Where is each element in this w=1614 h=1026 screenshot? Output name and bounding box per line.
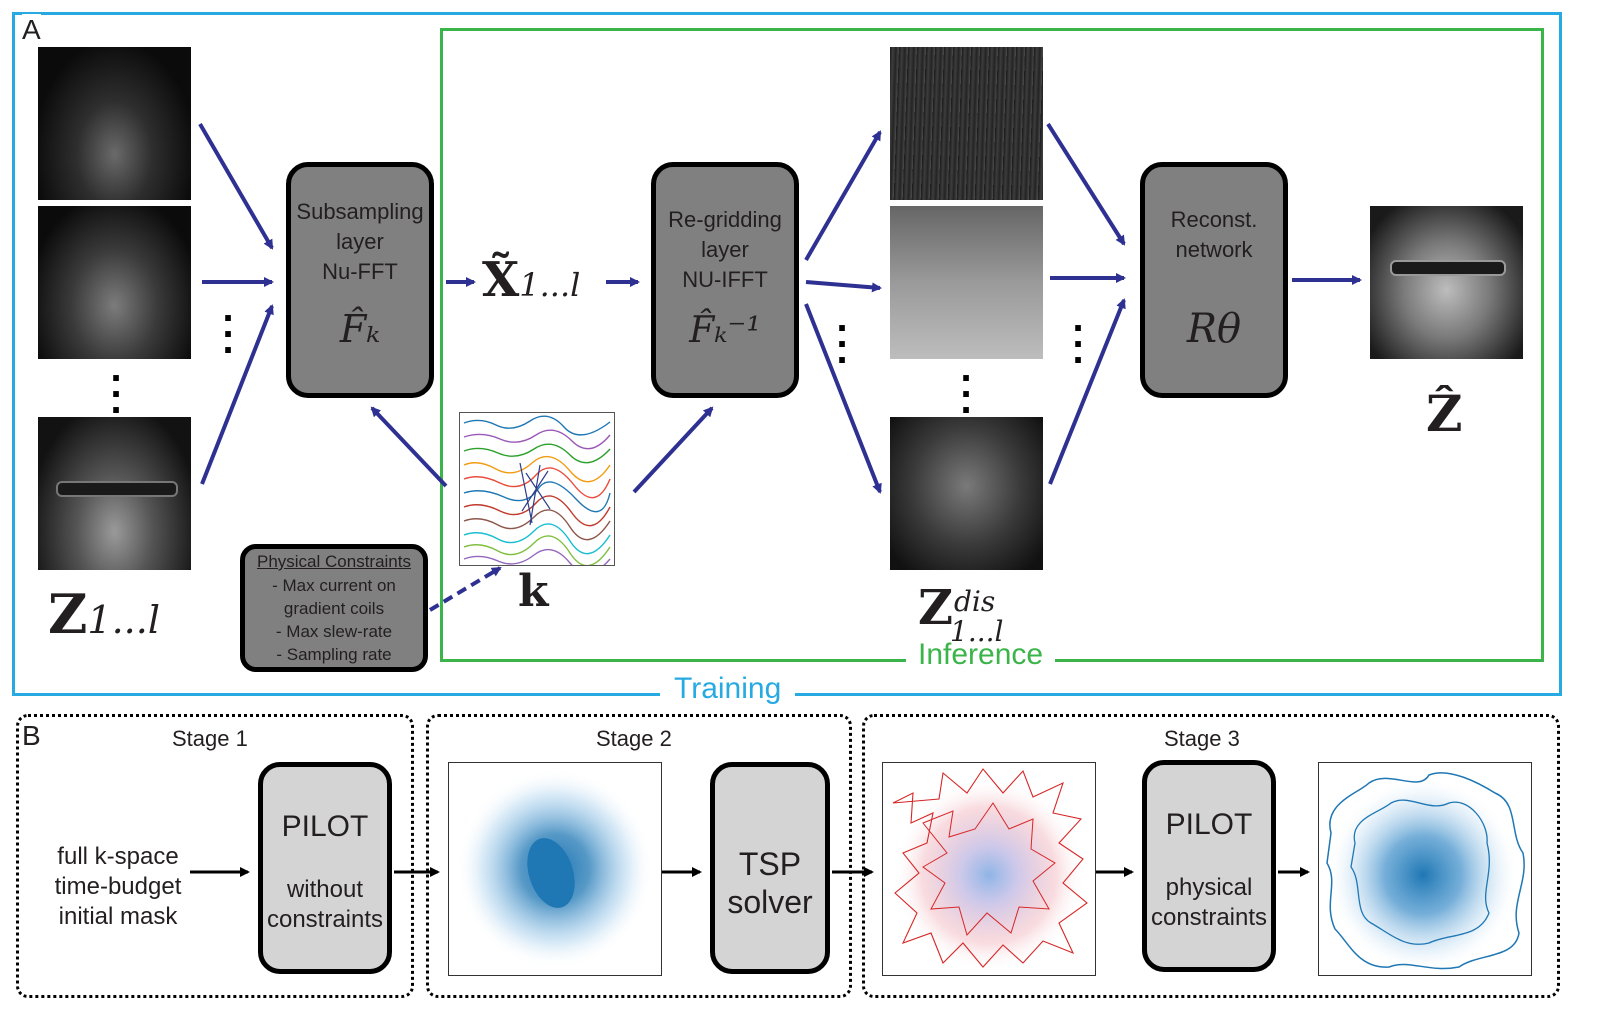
regridding-layer-box: Re-gridding layer NU-IFFT F̂ₖ⁻¹ [651, 162, 799, 398]
tsp-line: solver [727, 884, 813, 920]
constraints-title: Physical Constraints [256, 552, 411, 571]
tsp-solver-box: TSP solver [710, 762, 830, 974]
stage1-input-line: full k-space [57, 843, 179, 870]
recon-operator: Rθ [1186, 306, 1242, 352]
subsampling-operator: F̂ₖ [339, 307, 381, 351]
regridding-line-2: layer [701, 237, 749, 262]
stage1-frame [16, 714, 414, 998]
pilot-without-constraints-box: PILOT without constraints [258, 762, 392, 974]
pilot-line: constraints [266, 906, 384, 933]
recon-line-1: Reconst. [1170, 207, 1258, 232]
constraint-item: gradient coils [283, 599, 385, 618]
subsampling-line-3: Nu-FFT [322, 259, 398, 284]
stage1-title: Stage 1 [172, 726, 248, 751]
input-mri-image-1 [38, 47, 191, 200]
z-input-label: Z1...l [48, 582, 160, 646]
constraint-item: - Max current on [272, 576, 396, 595]
panel-b-letter: B [22, 720, 41, 751]
constraint-item: - Sampling rate [276, 645, 392, 664]
reconstruction-network-box: Reconst. network Rθ [1140, 162, 1288, 398]
stage1-input-line: initial mask [58, 903, 178, 930]
scatter-plot [457, 769, 653, 969]
stage2-frame [426, 714, 852, 998]
subsampling-layer-box: Subsampling layer Nu-FFT F̂ₖ [286, 162, 434, 398]
x-tilde-label: X̃1...l [482, 252, 581, 308]
regridding-line-3: NU-IFFT [682, 267, 768, 292]
inference-label: Inference [906, 638, 1056, 672]
pilot-title: PILOT [281, 810, 369, 843]
distorted-image-2 [890, 206, 1043, 359]
stage1-input-text: full k-space time-budget initial mask [30, 842, 206, 932]
pilot-line: constraints [1150, 904, 1268, 931]
training-label: Training [660, 672, 796, 706]
vertical-ellipsis: ... [222, 286, 234, 362]
subsampling-line-1: Subsampling [296, 199, 424, 224]
stage3-tsp-trajectory [882, 762, 1096, 976]
pilot-line: physical [1165, 874, 1253, 901]
tsp-line: TSP [738, 846, 802, 882]
final-trajectory-plot [1326, 772, 1525, 970]
subsampling-line-2: layer [336, 229, 384, 254]
vertical-ellipsis: ... [1072, 296, 1084, 372]
vertical-ellipsis: ... [110, 346, 122, 422]
panel-a-letter: A [22, 14, 41, 46]
vertical-ellipsis: ... [836, 296, 848, 372]
output-mri-image [1370, 206, 1523, 359]
distorted-image-1 [890, 47, 1043, 200]
z-hat-label: Ẑ [1426, 384, 1463, 443]
pilot-line: without [286, 876, 364, 903]
stage3-frame [862, 714, 1560, 998]
stage3-final-trajectory [1318, 762, 1532, 976]
stage2-title: Stage 2 [596, 726, 672, 751]
pilot-physical-constraints-box: PILOT physical constraints [1142, 760, 1276, 972]
k-label: k [518, 566, 549, 617]
pilot-title: PILOT [1165, 808, 1253, 841]
recon-line-2: network [1175, 237, 1253, 262]
input-mri-image-2 [38, 206, 191, 359]
stage3-title: Stage 3 [1164, 726, 1240, 751]
distorted-image-3 [890, 417, 1043, 570]
regridding-operator: F̂ₖ⁻¹ [689, 310, 761, 351]
physical-constraints-box: Physical Constraints - Max current on gr… [240, 544, 428, 672]
k-trajectory-image [459, 412, 615, 566]
tsp-trajectory-plot [892, 768, 1088, 969]
k-trajectory-plot [463, 415, 611, 565]
z-dis-label: Z dis 1...l [918, 580, 1004, 648]
constraint-item: - Max slew-rate [275, 622, 393, 641]
vertical-ellipsis: ... [960, 346, 972, 422]
stage1-input-line: time-budget [54, 873, 182, 900]
regridding-line-1: Re-gridding [668, 207, 782, 232]
input-mri-image-3 [38, 417, 191, 570]
stage2-sample-scatter [448, 762, 662, 976]
